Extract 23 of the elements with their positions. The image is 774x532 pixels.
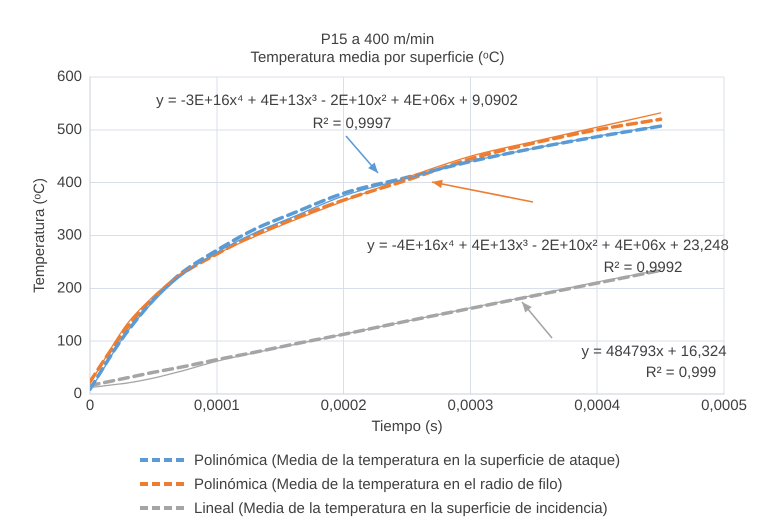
x-tick-label: 0,0002 <box>320 397 367 414</box>
legend-label: Polinómica (Media de la temperatura en la superficie de ataque) <box>194 452 620 468</box>
y-tick-label: 100 <box>56 332 82 350</box>
y-tick-label: 400 <box>56 174 82 191</box>
annotation: y = 484793x + 16,324 R² = 0,999 <box>581 343 727 382</box>
annotation: y = -4E+16x⁴ + 4E+13x³ - 2E+10x² + 4E+06x + 23,248 R² = 0,9992 <box>367 237 729 276</box>
y-tick-label: 200 <box>56 279 82 296</box>
annotation: y = -3E+16x⁴ + 4E+13x³ - 2E+10x² + 4E+06x + 9,0902 R² = 0,9997 <box>156 92 518 132</box>
y-tick-label: 500 <box>56 120 82 138</box>
x-tick-label: 0,0004 <box>574 397 620 414</box>
chart-subtitle: Temperatura media por superficie (ᵒC) <box>250 49 505 66</box>
y-tick-label: 0 <box>74 385 82 402</box>
y-tick-label: 600 <box>56 68 82 86</box>
y-tick-label: 300 <box>56 226 82 244</box>
x-axis-title: Tiempo (s) <box>371 418 443 436</box>
x-tick-label: 0,0005 <box>701 397 747 414</box>
x-tick-label: 0,0001 <box>194 397 240 414</box>
chart-title: P15 a 400 m/min <box>320 31 434 48</box>
x-tick-label: 0,0003 <box>447 397 494 414</box>
legend-label: Polinómica (Media de la temperatura en el radio de filo) <box>194 476 563 492</box>
legend-label: Lineal (Media de la temperatura en la superficie de incidencia) <box>194 500 608 516</box>
y-axis-title: Temperatura (ᵒC) <box>31 178 48 293</box>
x-tick-label: 0 <box>86 397 94 414</box>
